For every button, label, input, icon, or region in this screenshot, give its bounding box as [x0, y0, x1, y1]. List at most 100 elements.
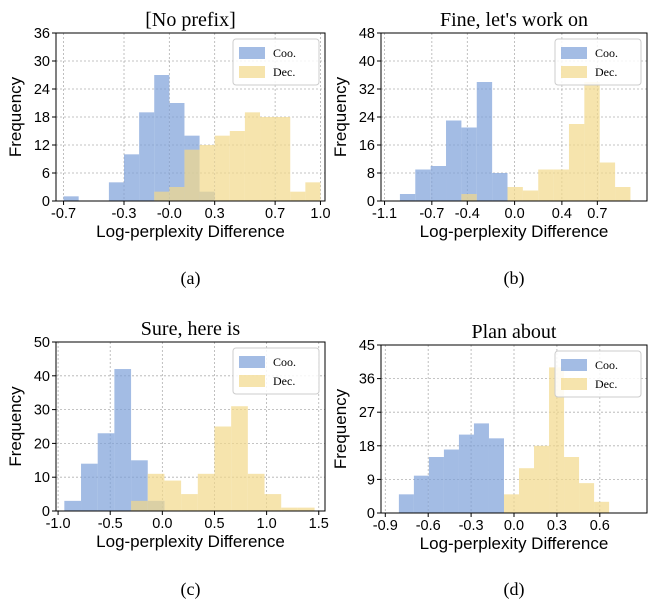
- x-tick-label: -0.9: [373, 518, 398, 534]
- histogram-bar-coo: [154, 75, 170, 201]
- legend-label: Dec.: [595, 377, 617, 391]
- histogram-bar-dec: [568, 124, 585, 201]
- chart-title: Plan about: [472, 321, 557, 343]
- legend-swatch: [561, 66, 587, 78]
- subplot-1: 0 8 16 24 32 40 48 -1.1 -0.7 -0.4 0.0 0.4 0.7 Fine, l…: [331, 9, 648, 289]
- y-tick-label: 12: [34, 138, 50, 154]
- histogram-bar-coo: [81, 463, 98, 511]
- y-tick-label: 16: [359, 138, 375, 154]
- y-axis-label: Frequency: [6, 386, 25, 467]
- y-axis-label: Frequency: [6, 76, 25, 157]
- legend: Coo. Dec.: [554, 350, 642, 398]
- histogram-bar-dec: [553, 169, 569, 201]
- chart-title: Sure, here is: [141, 318, 241, 340]
- subfigure-caption: (c): [181, 579, 201, 600]
- histogram-bar-dec: [599, 162, 616, 201]
- x-tick-label: 0.5: [204, 516, 224, 532]
- histogram-bar-dec: [522, 190, 539, 201]
- histogram-bar-dec: [199, 145, 215, 201]
- x-tick-label: 0.0: [152, 516, 172, 532]
- histogram-bar-dec: [229, 131, 245, 201]
- y-tick-label: 30: [34, 54, 50, 70]
- histogram-bar-dec: [507, 187, 523, 201]
- histogram-bar-dec: [275, 117, 291, 201]
- histogram-bar-dec: [290, 191, 306, 201]
- histogram-bar-coo: [399, 194, 416, 201]
- y-tick-label: 50: [34, 335, 50, 351]
- subfigure-caption: (b): [504, 268, 525, 289]
- y-tick-label: 30: [34, 403, 50, 419]
- chart-title: Fine, let's work on: [440, 9, 588, 31]
- histogram-bar-dec: [461, 194, 477, 201]
- histogram-bar-dec: [247, 473, 265, 511]
- x-tick-label: 0.7: [265, 206, 285, 222]
- histogram-bar-coo: [63, 196, 79, 201]
- x-tick-label: 1.0: [257, 516, 277, 532]
- subplot-2: 0 10 20 30 40 50 -1.0 -0.5 0.0 0.5 1.0 1.5 Sure, her…: [6, 318, 329, 600]
- legend: Coo. Dec.: [232, 38, 320, 86]
- y-tick-label: 0: [367, 506, 375, 522]
- y-tick-label: 32: [359, 82, 375, 98]
- histogram-bar-coo: [97, 433, 115, 511]
- x-tick-label: -0.0: [157, 206, 182, 222]
- y-tick-label: 18: [34, 110, 50, 126]
- y-tick-label: 0: [42, 504, 50, 520]
- x-tick-label: -0.3: [459, 518, 484, 534]
- y-tick-label: 40: [359, 54, 375, 70]
- histogram-bar-dec: [519, 468, 535, 513]
- x-axis-label: Log-perplexity Difference: [420, 534, 609, 553]
- x-tick-label: 0.0: [505, 206, 525, 222]
- y-tick-label: 24: [359, 110, 375, 126]
- histogram-bar-coo: [169, 103, 185, 201]
- histogram-bar-dec: [164, 480, 182, 511]
- legend-swatch: [561, 359, 587, 371]
- legend-label: Coo.: [595, 358, 618, 372]
- histogram-bar-coo: [461, 127, 477, 201]
- legend-swatch: [239, 47, 265, 59]
- y-tick-label: 0: [367, 194, 375, 210]
- y-axis-label: Frequency: [331, 388, 350, 469]
- y-axis-label: Frequency: [331, 76, 350, 157]
- x-tick-label: -0.6: [416, 518, 441, 534]
- histogram-bar-dec: [281, 507, 298, 511]
- x-tick-label: -0.7: [419, 206, 444, 222]
- legend-label: Coo.: [273, 355, 296, 369]
- y-tick-label: 8: [367, 166, 375, 182]
- histogram-bar-coo: [473, 423, 489, 513]
- y-tick-label: 0: [42, 194, 50, 210]
- histogram-bar-dec: [244, 112, 261, 201]
- x-axis-label: Log-perplexity Difference: [420, 222, 609, 241]
- histogram-bar-coo: [492, 173, 508, 201]
- legend-label: Dec.: [595, 65, 617, 79]
- x-tick-label: 0.0: [504, 518, 524, 534]
- x-tick-label: 1.0: [310, 206, 330, 222]
- histogram-bar-dec: [231, 406, 248, 511]
- y-tick-label: 36: [34, 26, 50, 42]
- histogram-bar-coo: [430, 166, 447, 201]
- legend-swatch: [239, 66, 265, 78]
- histogram-bar-dec: [538, 169, 554, 201]
- legend-swatch: [561, 378, 587, 390]
- histogram-bar-coo: [413, 475, 429, 513]
- y-tick-label: 20: [34, 436, 50, 452]
- histogram-bar-dec: [584, 82, 600, 201]
- x-tick-label: -1.0: [46, 516, 71, 532]
- histogram-bar-coo: [124, 154, 140, 201]
- histogram-bar-dec: [549, 367, 565, 513]
- y-tick-label: 48: [359, 26, 375, 42]
- histogram-bar-dec: [297, 507, 315, 511]
- histogram-bar-coo: [64, 500, 82, 511]
- x-tick-label: 0.3: [205, 206, 225, 222]
- legend-swatch: [239, 356, 265, 368]
- histogram-bar-dec: [305, 182, 321, 201]
- chart-title: [No prefix]: [145, 9, 236, 31]
- x-tick-label: 0.3: [547, 518, 567, 534]
- x-tick-label: -0.4: [455, 206, 480, 222]
- x-tick-label: -1.1: [372, 206, 397, 222]
- histogram-bar-dec: [169, 187, 185, 201]
- histogram-bar-dec: [264, 494, 282, 511]
- plot-frame: [55, 341, 326, 512]
- histogram-bar-dec: [184, 149, 200, 201]
- legend-label: Dec.: [273, 374, 295, 388]
